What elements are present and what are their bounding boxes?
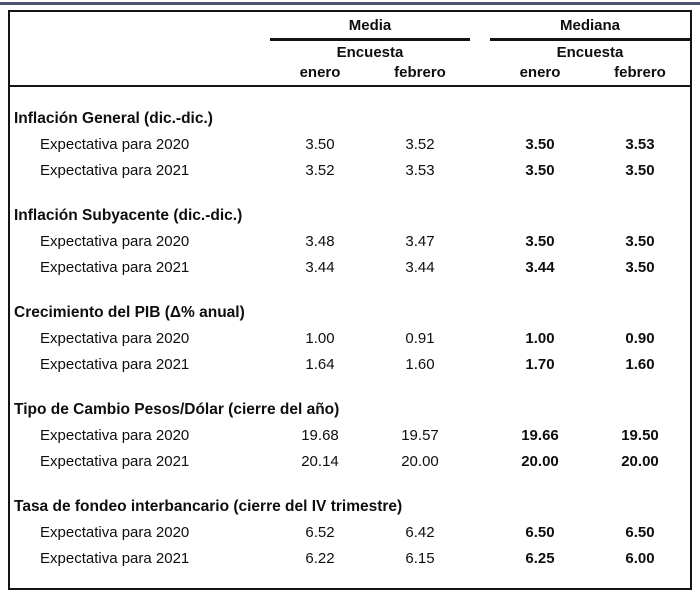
row-label: Expectativa para 2021 xyxy=(40,453,190,470)
mediana-enero-value: 3.50 xyxy=(525,136,555,153)
media-enero-value: 6.22 xyxy=(305,550,335,567)
row-label: Expectativa para 2020 xyxy=(40,330,190,347)
section-crecimiento-pib: Crecimiento del PIB (Δ% anual) Expectati… xyxy=(10,281,690,378)
mediana-febrero-value: 3.50 xyxy=(625,162,655,179)
mediana-enero-value: 3.50 xyxy=(525,233,555,250)
header-survey-row: Encuesta Encuesta xyxy=(10,41,690,63)
media-enero-value: 19.68 xyxy=(301,427,339,444)
mediana-febrero-value: 1.60 xyxy=(625,356,655,373)
table-row: Expectativa para 2021 3.44 3.44 3.44 3.5… xyxy=(10,255,690,281)
media-febrero-value: 6.42 xyxy=(405,524,435,541)
row-label: Expectativa para 2020 xyxy=(40,524,190,541)
media-febrero-value: 0.91 xyxy=(405,330,435,347)
row-label: Expectativa para 2020 xyxy=(40,233,190,250)
media-survey-label: Encuesta xyxy=(336,44,404,61)
row-label: Expectativa para 2020 xyxy=(40,427,190,444)
table-row: Expectativa para 2020 3.48 3.47 3.50 3.5… xyxy=(10,229,690,255)
mediana-survey-label: Encuesta xyxy=(556,44,624,61)
section-title: Inflación Subyacente (dic.-dic.) xyxy=(14,207,243,224)
mediana-enero-value: 6.25 xyxy=(525,550,555,567)
media-enero-value: 6.52 xyxy=(305,524,335,541)
media-enero-value: 3.52 xyxy=(305,162,335,179)
header-month-row: enero febrero enero febrero xyxy=(10,63,690,85)
row-label: Expectativa para 2021 xyxy=(40,550,190,567)
mediana-febrero-value: 19.50 xyxy=(621,427,659,444)
media-enero-value: 3.44 xyxy=(305,259,335,276)
media-enero-value: 1.00 xyxy=(305,330,335,347)
mediana-group-title: Mediana xyxy=(490,17,690,41)
media-group-title: Media xyxy=(270,17,470,41)
media-febrero-value: 6.15 xyxy=(405,550,435,567)
table-row: Expectativa para 2021 3.52 3.53 3.50 3.5… xyxy=(10,158,690,184)
table-row: Expectativa para 2020 6.52 6.42 6.50 6.5… xyxy=(10,520,690,546)
mediana-enero-header: enero xyxy=(519,64,561,81)
table-row: Expectativa para 2021 20.14 20.00 20.00 … xyxy=(10,449,690,475)
section-title: Tasa de fondeo interbancario (cierre del… xyxy=(14,498,403,515)
table-body: Inflación General (dic.-dic.) Expectativ… xyxy=(10,87,690,572)
mediana-febrero-value: 6.50 xyxy=(625,524,655,541)
mediana-febrero-value: 0.90 xyxy=(625,330,655,347)
table-row: Expectativa para 2020 1.00 0.91 1.00 0.9… xyxy=(10,326,690,352)
media-febrero-value: 1.60 xyxy=(405,356,435,373)
media-febrero-value: 3.52 xyxy=(405,136,435,153)
mediana-febrero-header: febrero xyxy=(614,64,666,81)
table-header: Media Mediana Encuesta Encuesta enero fe… xyxy=(10,12,690,87)
section-tasa-de-fondeo: Tasa de fondeo interbancario (cierre del… xyxy=(10,475,690,572)
mediana-febrero-value: 3.50 xyxy=(625,233,655,250)
table-row: Expectativa para 2021 6.22 6.15 6.25 6.0… xyxy=(10,546,690,572)
table-row: Expectativa para 2020 19.68 19.57 19.66 … xyxy=(10,423,690,449)
media-febrero-header: febrero xyxy=(394,64,446,81)
section-title: Tipo de Cambio Pesos/Dólar (cierre del a… xyxy=(14,401,340,418)
media-febrero-value: 3.44 xyxy=(405,259,435,276)
expectations-table: Media Mediana Encuesta Encuesta enero fe… xyxy=(8,10,692,590)
section-inflacion-general: Inflación General (dic.-dic.) Expectativ… xyxy=(10,87,690,184)
mediana-enero-value: 20.00 xyxy=(521,453,559,470)
table-row: Expectativa para 2020 3.50 3.52 3.50 3.5… xyxy=(10,132,690,158)
section-tipo-de-cambio: Tipo de Cambio Pesos/Dólar (cierre del a… xyxy=(10,378,690,475)
mediana-febrero-value: 3.53 xyxy=(625,136,655,153)
media-febrero-value: 3.47 xyxy=(405,233,435,250)
mediana-enero-value: 3.44 xyxy=(525,259,555,276)
media-enero-value: 3.50 xyxy=(305,136,335,153)
mediana-febrero-value: 3.50 xyxy=(625,259,655,276)
table-row: Expectativa para 2021 1.64 1.60 1.70 1.6… xyxy=(10,352,690,378)
row-label: Expectativa para 2021 xyxy=(40,162,190,179)
media-febrero-value: 3.53 xyxy=(405,162,435,179)
mediana-febrero-value: 6.00 xyxy=(625,550,655,567)
media-enero-header: enero xyxy=(299,64,341,81)
section-title: Inflación General (dic.-dic.) xyxy=(14,110,213,127)
mediana-enero-value: 6.50 xyxy=(525,524,555,541)
row-label: Expectativa para 2021 xyxy=(40,356,190,373)
mediana-febrero-value: 20.00 xyxy=(621,453,659,470)
media-enero-value: 20.14 xyxy=(301,453,339,470)
mediana-enero-value: 1.70 xyxy=(525,356,555,373)
media-enero-value: 1.64 xyxy=(305,356,335,373)
header-group-titles: Media Mediana xyxy=(10,17,690,41)
row-label: Expectativa para 2020 xyxy=(40,136,190,153)
mediana-enero-value: 1.00 xyxy=(525,330,555,347)
media-febrero-value: 20.00 xyxy=(401,453,439,470)
top-divider-rule xyxy=(0,2,700,5)
row-label: Expectativa para 2021 xyxy=(40,259,190,276)
mediana-enero-value: 19.66 xyxy=(521,427,559,444)
media-enero-value: 3.48 xyxy=(305,233,335,250)
section-title: Crecimiento del PIB (Δ% anual) xyxy=(14,304,245,321)
mediana-enero-value: 3.50 xyxy=(525,162,555,179)
media-febrero-value: 19.57 xyxy=(401,427,439,444)
section-inflacion-subyacente: Inflación Subyacente (dic.-dic.) Expecta… xyxy=(10,184,690,281)
